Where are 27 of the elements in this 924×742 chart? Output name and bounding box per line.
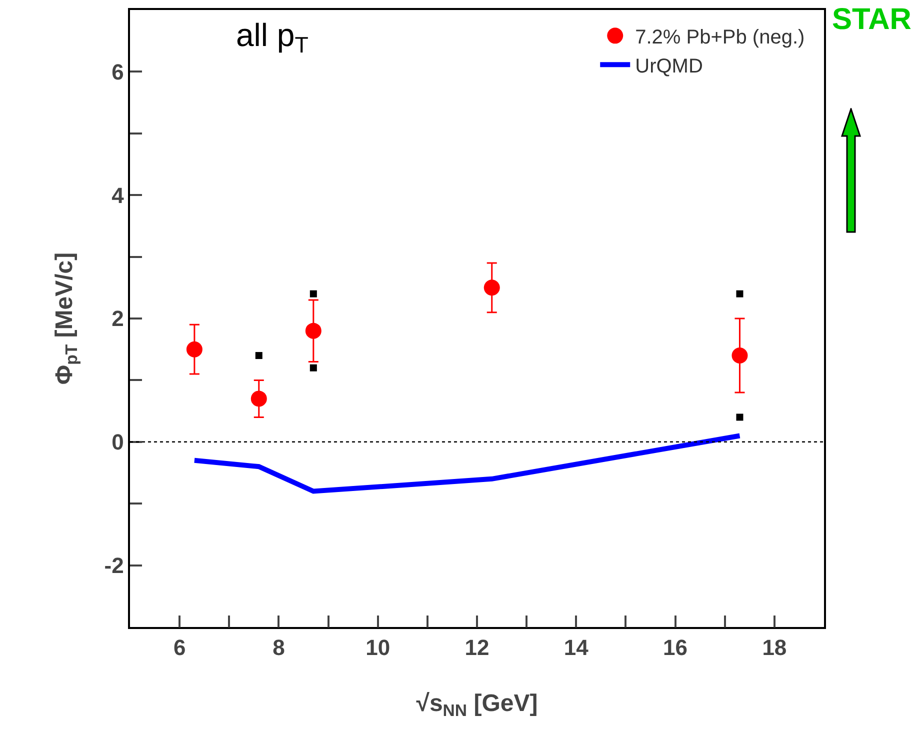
x-tick-label: 10 xyxy=(366,635,390,660)
point xyxy=(310,290,317,298)
legend-label: 7.2% Pb+Pb (neg.) xyxy=(635,26,805,48)
y-tick-label: 6 xyxy=(112,59,124,84)
y-tick-label: 0 xyxy=(112,430,124,455)
text: STAR xyxy=(832,3,912,36)
point xyxy=(250,390,267,407)
point xyxy=(736,290,744,298)
x-axis-title: √s$_{NN}$ [GeV] xyxy=(416,690,538,720)
x-tick-label: 12 xyxy=(464,635,490,660)
point xyxy=(305,322,322,339)
point xyxy=(310,364,317,372)
point xyxy=(186,341,202,358)
point xyxy=(732,348,748,364)
legend-label: UrQMD xyxy=(635,55,703,78)
x-tick-label: 8 xyxy=(272,635,285,660)
x-tick-label: 14 xyxy=(564,635,590,660)
point xyxy=(484,280,500,296)
annotation: all p$_{T}$ xyxy=(236,17,309,58)
point xyxy=(255,352,262,360)
y-tick-label: 2 xyxy=(112,306,124,332)
x-tick-label: 16 xyxy=(663,635,688,660)
y-tick-label: 4 xyxy=(112,182,125,208)
point xyxy=(736,414,744,421)
y-tick-label: -2 xyxy=(104,553,124,578)
x-tick-label: 6 xyxy=(173,635,186,660)
x-tick-label: 18 xyxy=(762,635,787,660)
